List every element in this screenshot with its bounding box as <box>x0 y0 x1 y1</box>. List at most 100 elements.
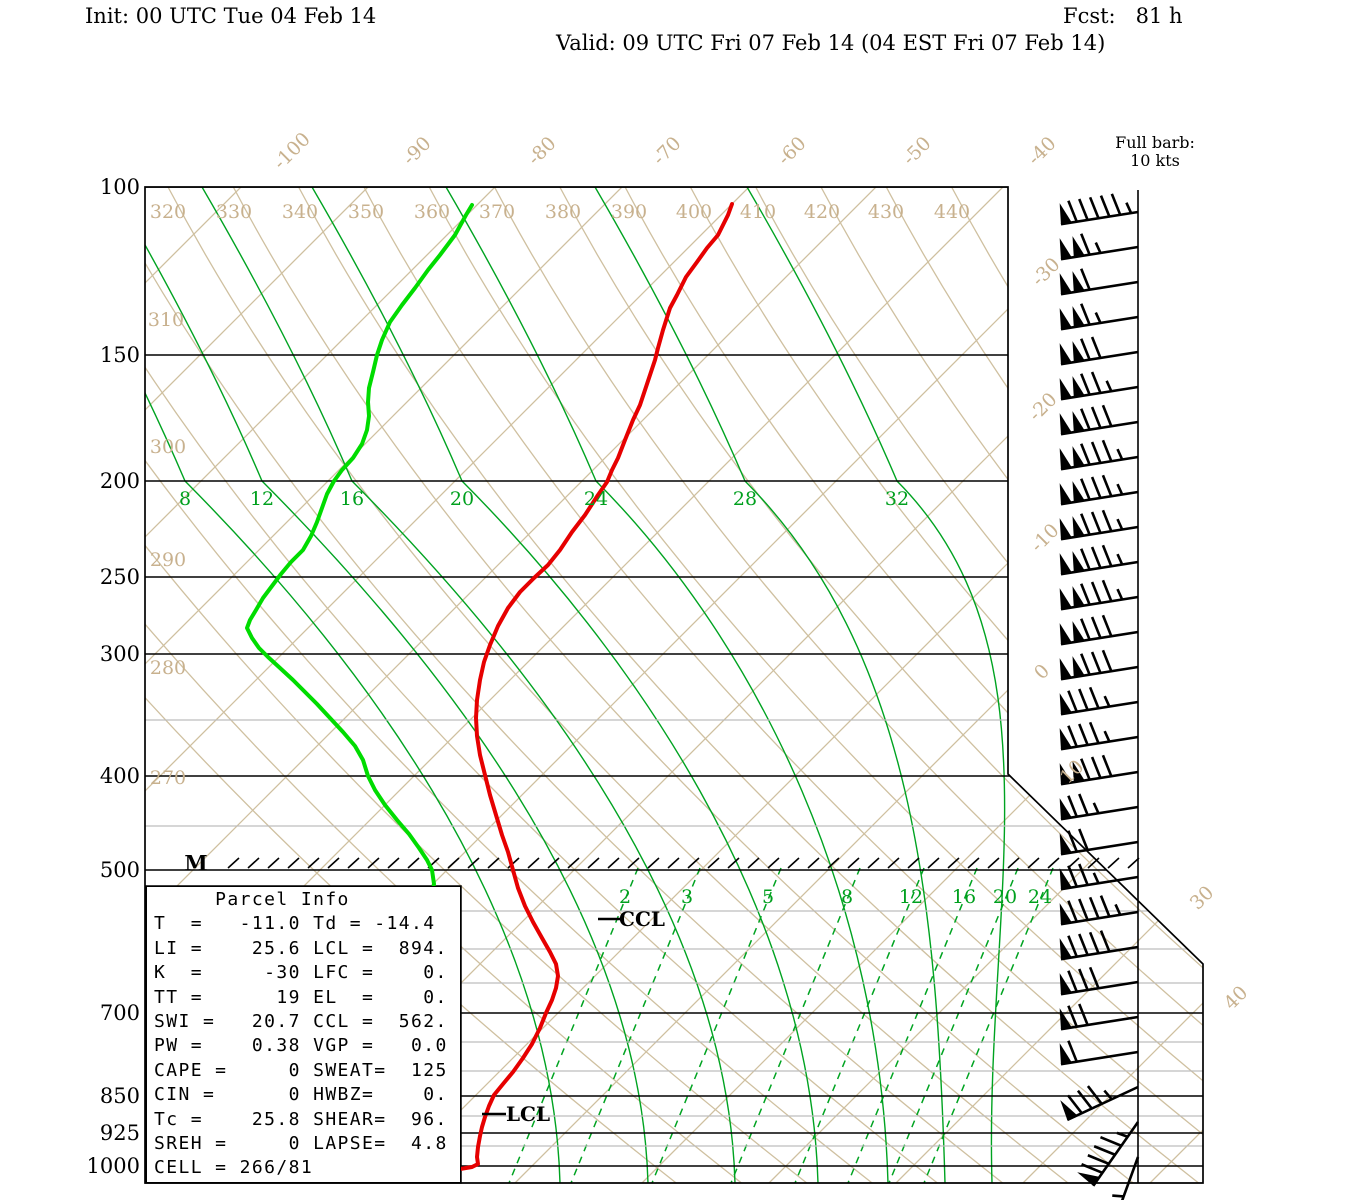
hatch-tick <box>967 857 980 869</box>
wind-barb <box>1059 544 1139 576</box>
hatch-tick <box>387 857 400 869</box>
dry-adiabat-line <box>349 187 1203 1183</box>
hatch-tick <box>627 857 640 869</box>
wind-barb <box>1059 930 1139 961</box>
hatch-tick <box>987 857 1000 869</box>
wind-barb <box>1059 754 1139 786</box>
hatch-tick <box>667 857 680 869</box>
wind-barb <box>1059 474 1139 506</box>
wind-barb <box>1059 193 1139 226</box>
wind-barb <box>1059 1003 1139 1031</box>
hatch-tick <box>407 857 420 869</box>
hatch-tick <box>487 857 500 869</box>
hatch-tick <box>1127 857 1140 869</box>
hatch-tick <box>327 857 340 869</box>
wind-barb <box>1059 895 1139 926</box>
isotherm-line <box>895 187 1203 1183</box>
isotherm-line <box>387 187 1203 1183</box>
dry-adiabat-line <box>145 187 1004 1183</box>
hatch-tick <box>807 857 820 869</box>
mixing-ratio-line <box>570 867 701 1183</box>
hatch-tick <box>607 857 620 869</box>
dry-adiabat-line <box>741 187 1203 1183</box>
plot-border <box>144 186 1204 1184</box>
dry-adiabat-line <box>145 187 938 1183</box>
hatch-tick <box>527 857 540 869</box>
wind-barb <box>1110 1156 1140 1200</box>
parcel-info-box <box>146 886 461 1183</box>
wind-barb <box>1059 371 1139 401</box>
dry-adiabat-line <box>145 187 808 1183</box>
hatch-tick <box>927 857 940 869</box>
mixing-ratio-line <box>923 867 1054 1183</box>
mixing-ratio-line <box>888 867 1019 1183</box>
wind-barb-legend-line2: 10 kts <box>1130 151 1180 170</box>
mixing-ratio-line <box>794 867 925 1183</box>
wind-barb <box>1077 1121 1140 1187</box>
hatch-tick <box>287 857 300 869</box>
wind-barb <box>1059 966 1139 996</box>
hatch-tick <box>567 857 580 869</box>
wind-barb-legend-line1: Full barb: <box>1115 133 1195 152</box>
wind-barb <box>1059 649 1139 681</box>
dry-adiabat-line <box>145 187 1134 1183</box>
dry-adiabat-line <box>936 187 1203 1183</box>
hatch-tick <box>847 857 860 869</box>
isotherm-line <box>145 187 366 1183</box>
parcel-info-text: Parcel Info T = -11.0 Td = -14.4 LI = 25… <box>154 889 448 1179</box>
wind-barb <box>1059 863 1139 891</box>
moist-adiabat-line <box>201 187 736 1183</box>
moist-adiabat-line <box>445 187 889 1183</box>
hatch-tick <box>247 857 260 869</box>
hatch-tick <box>707 857 720 869</box>
dry-adiabat-line <box>218 187 1203 1183</box>
wind-barb <box>1059 614 1139 646</box>
wind-barb <box>1059 1040 1139 1066</box>
hatch-tick <box>887 857 900 869</box>
hatch-tick <box>647 857 660 869</box>
hatch-tick <box>1047 857 1060 869</box>
wind-barb <box>1059 721 1139 751</box>
dry-adiabat-line <box>610 187 1203 1183</box>
dry-adiabat-line <box>145 187 742 1183</box>
isotherm-line <box>145 187 1001 1183</box>
mixing-ratio-line <box>508 867 639 1183</box>
moist-adiabat-line <box>311 187 819 1183</box>
hatch-tick <box>227 857 240 869</box>
wind-barb <box>1059 404 1139 436</box>
wind-barb <box>1059 793 1139 821</box>
moist-adiabat-line <box>145 187 561 1183</box>
wind-barb-legend: Full barb: 10 kts <box>1080 134 1230 170</box>
wind-barb <box>1060 1085 1139 1122</box>
mixing-ratio-line <box>730 867 861 1183</box>
hatch-tick <box>267 857 280 869</box>
hatch-tick <box>507 857 520 869</box>
wind-barb <box>1059 439 1139 471</box>
dry-adiabat-line <box>479 187 1203 1183</box>
mixing-ratio-line <box>847 867 978 1183</box>
dry-adiabat-line <box>145 187 873 1183</box>
hatch-tick <box>1027 857 1040 869</box>
temperature-curve <box>430 202 734 1175</box>
hatch-tick <box>347 857 360 869</box>
wind-barb <box>1059 336 1139 366</box>
mixing-ratio-line <box>651 867 782 1183</box>
isotherm-line <box>145 187 620 1183</box>
hatch-tick <box>767 857 780 869</box>
wind-barb <box>1059 233 1139 261</box>
hatch-tick <box>1087 857 1100 869</box>
valid-time-label: Valid: 09 UTC Fri 07 Feb 14 (04 EST Fri … <box>556 31 1106 55</box>
wind-barb <box>1059 303 1139 331</box>
moist-adiabat-line <box>145 187 649 1183</box>
hatch-tick <box>307 857 320 869</box>
dry-adiabat-line <box>145 187 1069 1183</box>
hatch-tick <box>547 857 560 869</box>
hatch-tick <box>747 857 760 869</box>
dry-adiabat-line <box>145 187 677 1183</box>
wind-barb <box>1059 686 1139 716</box>
isotherm-line <box>145 187 747 1183</box>
hatch-tick <box>787 857 800 869</box>
forecast-hour-label: Fcst: 81 h <box>1063 4 1183 28</box>
dry-adiabat-line <box>145 187 1200 1183</box>
